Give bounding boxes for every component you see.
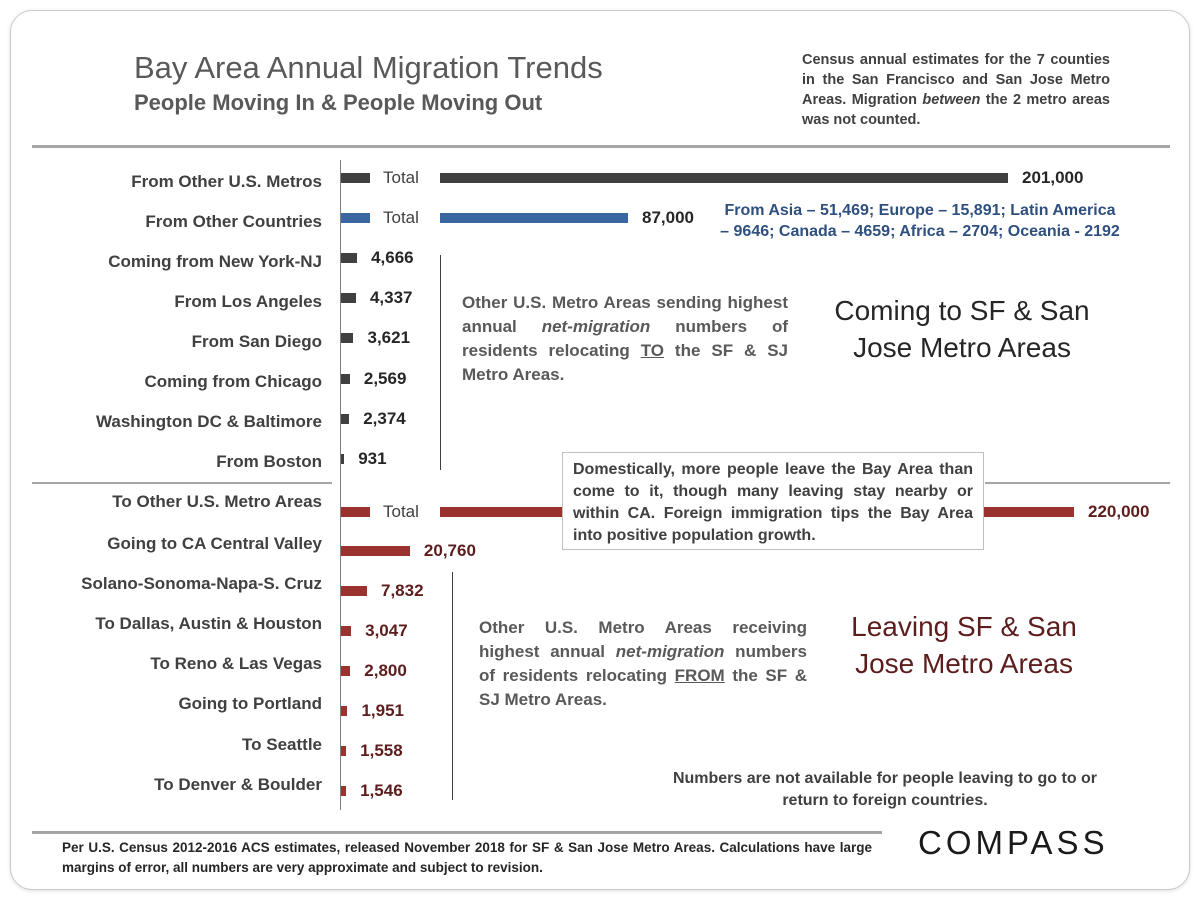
census-note: Census annual estimates for the 7 counti… [802,50,1110,130]
value-label: 1,558 [360,741,403,760]
chart-card [10,10,1190,890]
value-label: 931 [358,449,387,468]
coming-section-heading: Coming to SF & San Jose Metro Areas [834,295,1090,363]
chart-subtitle: People Moving In & People Moving Out [134,90,543,115]
value-label: 220,000 [1088,502,1150,521]
not-available-note: Numbers are not available for people lea… [672,770,1098,809]
bar [341,666,351,676]
value-label: 2,800 [364,661,407,680]
leaving-note-emphasis: net-migration [615,642,725,661]
coming-note-underline: TO [640,341,664,360]
coming-note-text-2: numbers of residents relocating [462,317,788,360]
category-label: Coming from Chicago [144,372,322,391]
leaving-note: Other U.S. Metro Areas receiving highest… [479,616,807,712]
bar [440,213,628,223]
category-label: From Other Countries [145,212,322,231]
total-tag: Total [383,208,419,227]
bar [341,374,350,384]
category-label: To Other U.S. Metro Areas [112,492,322,511]
footer-divider [32,831,882,834]
census-note-text-2: the 2 metro areas was not counted. [802,92,1110,128]
value-label: 201,000 [1022,168,1084,187]
compass-logo: COMPASS [918,824,1109,861]
section-divider-left [32,482,332,484]
bar-stub [341,507,370,517]
domestic-callout: Domestically, more people leave the Bay … [562,452,984,550]
value-label: 1,546 [360,781,403,800]
value-label: 3,621 [367,328,411,347]
category-label: From Los Angeles [174,292,322,311]
total-tag: Total [383,502,419,521]
section-divider-right [985,482,1170,484]
coming-note-text-1: Other U.S. Metro Areas sending highest a… [462,293,788,336]
value-label: 3,047 [365,621,408,640]
value-label: 4,666 [371,248,414,267]
bar [341,414,350,424]
bar [341,253,358,263]
bar [341,333,354,343]
chart-title: Bay Area Annual Migration Trends [134,50,603,85]
leaving-bracket-line [452,572,453,800]
bar [341,786,347,796]
leaving-note-underline: FROM [674,666,725,685]
category-label: From San Diego [191,332,322,351]
bar-stub [341,173,370,183]
leaving-note-text-1: Other U.S. Metro Areas receiving highest… [479,618,807,661]
census-note-emphasis: between [922,92,981,108]
value-label: 20,760 [423,541,476,560]
value-label: 2,569 [363,369,407,388]
value-label: 7,832 [381,581,424,600]
bar [341,454,345,464]
bar [341,706,348,716]
coming-note-emphasis: net-migration [541,317,651,336]
value-label: 1,951 [361,701,405,720]
bar [440,173,1008,183]
leaving-section-heading: Leaving SF & San Jose Metro Areas [851,611,1077,679]
foreign-breakdown-annotation: From Asia – 51,469; Europe – 15,891; Lat… [720,202,1120,240]
category-label: From Other U.S. Metros [131,172,322,191]
category-label: To Denver & Boulder [154,775,322,794]
category-label: To Reno & Las Vegas [150,654,322,673]
category-label: Coming from New York-NJ [108,252,322,271]
category-label: To Dallas, Austin & Houston [95,614,322,633]
census-note-text-1: Census annual estimates for the 7 counti… [802,52,1110,108]
value-label: 2,374 [363,409,406,428]
category-label: From Boston [216,452,322,471]
bar [341,586,367,596]
category-label: Going to CA Central Valley [107,534,322,553]
coming-bracket-line [440,255,441,470]
value-label: 4,337 [369,288,413,307]
category-label: Washington DC & Baltimore [95,412,322,431]
source-footnote: Per U.S. Census 2012-2016 ACS estimates,… [62,840,872,875]
leaving-note-text-3: the SF & SJ Metro Areas. [479,666,808,709]
bar [341,746,347,756]
bar [341,546,410,556]
leaving-note-text-2: numbers of residents relocating [479,642,807,685]
total-tag: Total [383,168,419,187]
top-divider [32,145,1170,148]
category-axis-line [340,160,341,810]
bar-stub [341,213,370,223]
category-label: To Seattle [242,735,322,754]
category-label: Going to Portland [178,694,322,713]
value-label: 87,000 [642,208,694,227]
coming-note: Other U.S. Metro Areas sending highest a… [462,291,788,387]
bar [341,626,352,636]
bar [341,293,356,303]
coming-note-text-3: the SF & SJ Metro Areas. [462,341,788,384]
category-label: Solano-Sonoma-Napa-S. Cruz [81,574,322,593]
